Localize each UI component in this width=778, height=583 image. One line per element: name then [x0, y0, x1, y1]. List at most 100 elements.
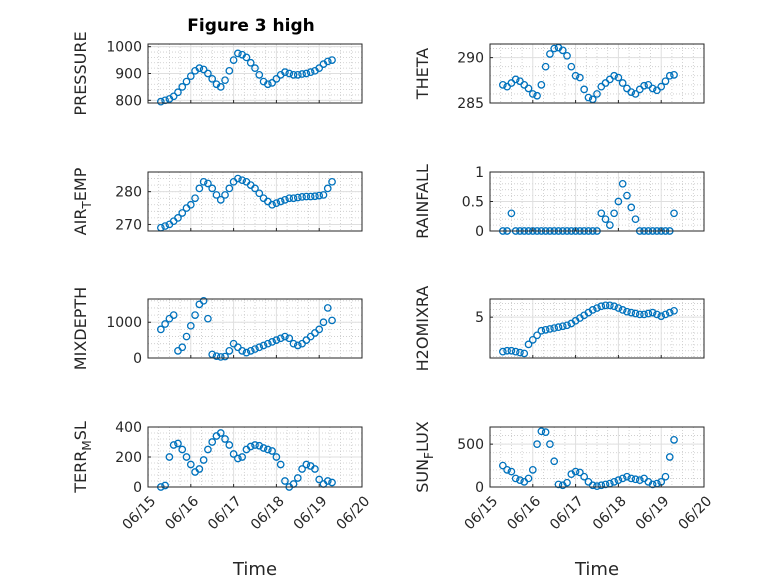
data-point: [533, 91, 541, 100]
data-point: [593, 304, 601, 312]
data-point: [640, 310, 648, 319]
data-point: [554, 323, 563, 331]
data-point: [537, 80, 546, 89]
axes-box: [147, 298, 363, 359]
data-point: [601, 215, 610, 224]
subplot-3: 270 280 AIRTEMP: [71, 167, 363, 235]
data-point: [507, 346, 516, 355]
data-point: [665, 71, 674, 80]
data-point: [298, 70, 306, 78]
data-point: [588, 306, 597, 314]
data-point: [221, 352, 229, 361]
data-point: [503, 346, 511, 355]
data-point: [593, 482, 601, 490]
data-point: [533, 440, 541, 448]
data-point: [610, 71, 618, 80]
data-point: [208, 75, 217, 83]
data-point: [580, 472, 589, 481]
x-axis-label: Time: [574, 559, 619, 580]
data-point: [319, 318, 328, 327]
data-series: [156, 49, 336, 106]
data-point: [293, 70, 302, 79]
data-point: [268, 338, 276, 346]
y-axis-label: AIRTEMP: [71, 167, 94, 235]
y-axis-label: THETA: [413, 48, 432, 100]
data-point: [161, 320, 169, 328]
data-point: [580, 85, 589, 94]
y-tick-label: 285: [457, 96, 484, 112]
data-point: [178, 343, 187, 352]
data-point: [182, 332, 191, 341]
y-axis-label-main: TERR: [71, 451, 90, 494]
data-point: [268, 79, 276, 87]
data-point: [204, 314, 212, 323]
data-point: [503, 466, 511, 474]
data-point: [276, 334, 285, 343]
data-point: [229, 56, 238, 64]
axes-box: [489, 426, 705, 488]
y-axis-label-main: AIR: [71, 209, 90, 236]
data-point: [648, 308, 657, 317]
y-axis-label-rest: LUX: [413, 421, 432, 452]
data-point: [289, 70, 298, 79]
data-point: [541, 326, 550, 334]
data-point: [302, 192, 311, 201]
y-axis-label: SUNFLUX: [413, 421, 436, 493]
data-point: [225, 184, 234, 193]
data-point: [328, 478, 336, 487]
data-point: [588, 481, 597, 490]
y-axis-label: MIXDEPTH: [71, 287, 90, 370]
data-point: [255, 441, 264, 450]
y-tick-label: 270: [115, 217, 142, 233]
data-point: [657, 312, 666, 321]
data-point: [618, 179, 627, 188]
data-point: [511, 347, 520, 356]
data-point: [661, 310, 670, 319]
data-point: [169, 441, 178, 449]
data-point: [661, 472, 670, 481]
data-point: [524, 474, 533, 483]
data-point: [524, 84, 533, 93]
data-point: [610, 209, 618, 218]
axes-box: [489, 298, 705, 359]
data-point: [618, 79, 627, 87]
subplot-2: 285 290 THETA: [413, 43, 705, 112]
data-point: [665, 453, 674, 461]
data-point: [251, 441, 259, 449]
data-point: [670, 436, 678, 444]
data-point: [178, 209, 187, 217]
data-point: [576, 73, 584, 82]
plot-area: [148, 172, 362, 231]
data-point: [498, 461, 507, 470]
data-point: [623, 307, 631, 316]
data-point: [623, 472, 631, 481]
data-point: [276, 197, 285, 206]
data-point: [631, 215, 640, 224]
data-point: [546, 440, 554, 448]
data-point: [238, 453, 247, 461]
data-point: [263, 445, 272, 454]
y-tick-label: 500: [457, 437, 484, 453]
y-tick-label: 0: [475, 480, 484, 496]
data-point: [558, 46, 567, 55]
y-axis-label-subscript: M: [80, 440, 94, 450]
data-point: [225, 441, 234, 449]
data-point: [281, 332, 289, 341]
data-point: [199, 296, 208, 305]
data-point: [251, 345, 259, 353]
data-point: [670, 209, 678, 218]
y-axis-label-main: PRESSURE: [71, 31, 90, 115]
data-point: [597, 209, 606, 218]
data-point: [524, 340, 533, 349]
data-point: [263, 80, 272, 89]
data-point: [563, 478, 571, 487]
data-point: [195, 64, 204, 72]
data-point: [238, 176, 247, 185]
data-point: [186, 321, 195, 330]
data-point: [229, 450, 238, 458]
data-point: [255, 70, 264, 79]
y-axis-label-main: H2OMIXRA: [413, 286, 432, 372]
data-point: [537, 326, 546, 335]
data-point: [169, 92, 178, 101]
data-point: [165, 453, 174, 461]
